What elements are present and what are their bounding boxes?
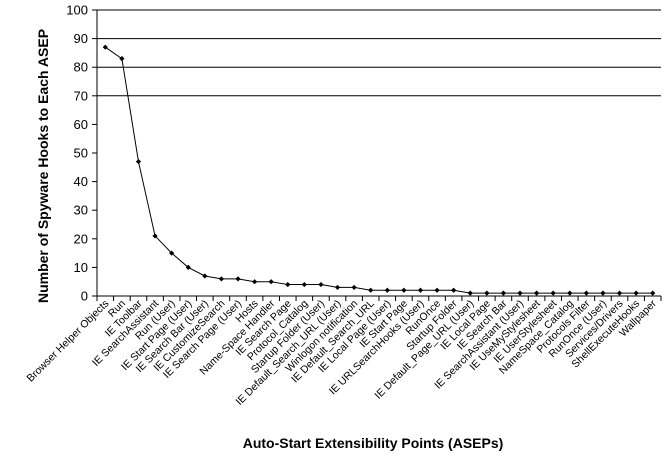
y-tick-label: 80 bbox=[74, 60, 88, 75]
y-tick-label: 50 bbox=[74, 146, 88, 161]
y-tick-label: 10 bbox=[74, 260, 88, 275]
data-point bbox=[251, 279, 258, 285]
y-tick-label: 90 bbox=[74, 31, 88, 46]
data-point bbox=[285, 281, 291, 288]
data-point bbox=[500, 290, 507, 296]
data-point bbox=[616, 290, 623, 296]
series-polyline bbox=[105, 46, 653, 294]
data-point bbox=[633, 290, 639, 296]
data-point bbox=[467, 290, 473, 296]
data-point bbox=[484, 290, 490, 296]
data-point bbox=[235, 276, 241, 282]
data-point bbox=[119, 56, 125, 62]
series-line bbox=[102, 44, 656, 296]
data-point bbox=[384, 287, 390, 293]
x-axis-title: Auto-Start Extensibility Points (ASEPs) bbox=[243, 435, 504, 451]
data-point bbox=[650, 290, 656, 296]
data-point bbox=[434, 287, 440, 293]
data-point bbox=[334, 284, 341, 291]
data-point bbox=[417, 287, 424, 293]
x-category-label: Browser Helper Objects bbox=[25, 298, 112, 385]
data-point bbox=[135, 158, 142, 165]
data-point bbox=[550, 290, 556, 296]
data-point bbox=[583, 290, 589, 296]
gridlines bbox=[97, 9, 661, 97]
data-point bbox=[185, 264, 191, 270]
data-point bbox=[401, 287, 407, 293]
data-point bbox=[169, 250, 175, 256]
y-tick-label: 60 bbox=[74, 117, 88, 132]
y-axis-title: Number of Spyware Hooks to Each ASEP bbox=[35, 29, 51, 303]
data-point bbox=[268, 279, 274, 285]
data-point bbox=[567, 290, 573, 296]
data-point bbox=[318, 281, 324, 288]
data-point bbox=[102, 44, 108, 50]
data-point bbox=[351, 284, 357, 291]
data-point bbox=[218, 276, 225, 282]
y-tick-label: 30 bbox=[74, 203, 88, 218]
y-tick-label: 100 bbox=[66, 3, 88, 18]
y-tick-labels: 0 10 20 30 40 50 60 70 80 90 100 bbox=[66, 3, 97, 304]
y-tick-label: 40 bbox=[74, 174, 88, 189]
data-point bbox=[451, 287, 457, 293]
data-point bbox=[301, 281, 307, 288]
y-tick-label: 0 bbox=[81, 289, 88, 304]
data-point bbox=[152, 233, 158, 239]
data-point bbox=[533, 290, 540, 296]
data-point bbox=[517, 290, 523, 296]
y-tick-label: 70 bbox=[74, 88, 88, 103]
data-point bbox=[368, 287, 374, 293]
data-point bbox=[600, 290, 606, 296]
y-tick-label: 20 bbox=[74, 231, 88, 246]
data-point bbox=[202, 273, 208, 279]
axes bbox=[96, 10, 661, 297]
